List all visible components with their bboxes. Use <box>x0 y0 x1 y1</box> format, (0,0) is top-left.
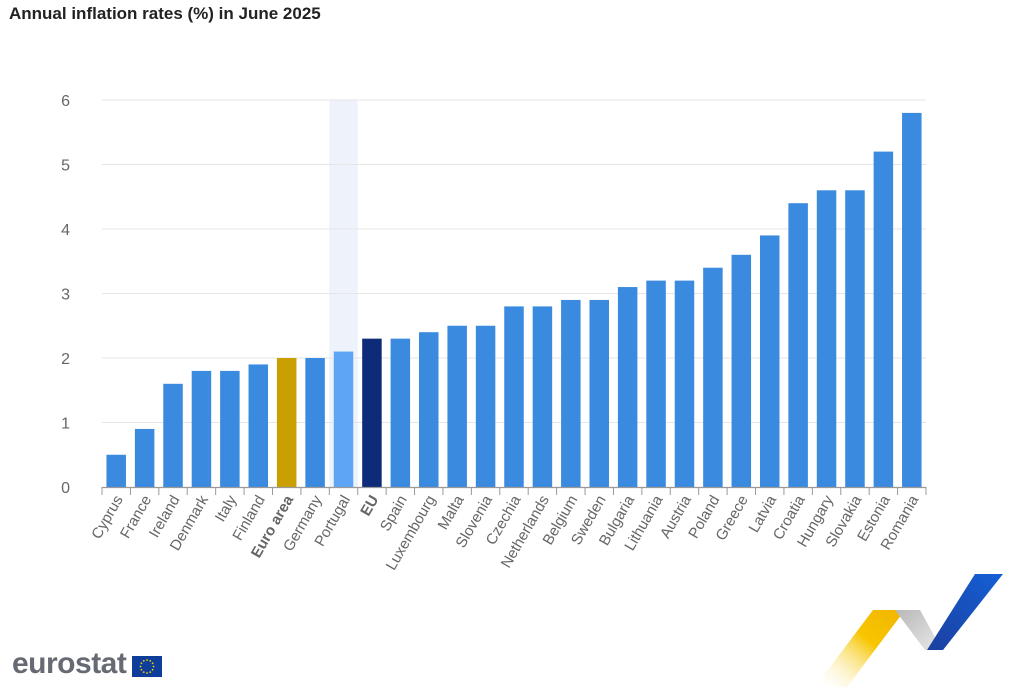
bar <box>617 287 638 487</box>
flag-star <box>143 659 146 662</box>
bar <box>589 299 609 487</box>
bar <box>646 280 666 487</box>
bar <box>504 306 524 487</box>
bar <box>191 370 212 487</box>
bar <box>532 306 553 487</box>
bar <box>447 325 467 487</box>
eu-flag-icon <box>132 655 163 677</box>
y-tick-label: 0 <box>61 480 70 497</box>
flag-star <box>152 661 154 664</box>
flag-star <box>140 661 143 664</box>
flag-star <box>140 668 143 671</box>
y-tick-label: 6 <box>61 93 70 110</box>
bar <box>163 383 183 487</box>
bar <box>845 190 865 488</box>
bar <box>561 299 581 487</box>
bar <box>248 364 269 487</box>
bar <box>816 190 837 488</box>
bar <box>731 254 752 487</box>
y-tick-label: 5 <box>61 158 70 175</box>
bar <box>390 338 411 487</box>
eurostat-logo: eurostat <box>12 647 163 680</box>
y-tick-label: 1 <box>61 416 70 433</box>
flag-star <box>149 659 152 662</box>
bar <box>475 325 496 487</box>
y-tick-label: 3 <box>61 287 70 304</box>
bar <box>333 351 354 487</box>
bar <box>305 358 325 487</box>
bar <box>419 332 439 487</box>
bar <box>902 112 922 488</box>
x-tick-label: EU <box>357 493 382 520</box>
y-tick-label: 2 <box>61 351 70 368</box>
flag-star <box>152 665 155 667</box>
eurostat-decoration-icon <box>815 574 1003 687</box>
flag-star <box>146 671 149 674</box>
bar <box>134 428 155 487</box>
chart-title: Annual inflation rates (%) in June 2025 <box>9 4 321 23</box>
x-tick-label: Italy <box>212 492 241 525</box>
bar <box>220 370 240 487</box>
bar <box>788 203 808 487</box>
flag-star <box>146 658 149 661</box>
brand-name: eurostat <box>12 647 127 680</box>
bar <box>873 151 894 487</box>
bar <box>674 280 695 487</box>
flag-star <box>149 670 152 673</box>
flag-star <box>139 665 142 667</box>
y-tick-label: 4 <box>61 222 70 239</box>
bar <box>276 358 297 487</box>
bar <box>703 267 723 487</box>
flag-star <box>152 668 154 671</box>
flag-star <box>143 670 146 673</box>
bar <box>759 235 780 487</box>
bar <box>106 454 126 487</box>
bar <box>362 338 382 487</box>
